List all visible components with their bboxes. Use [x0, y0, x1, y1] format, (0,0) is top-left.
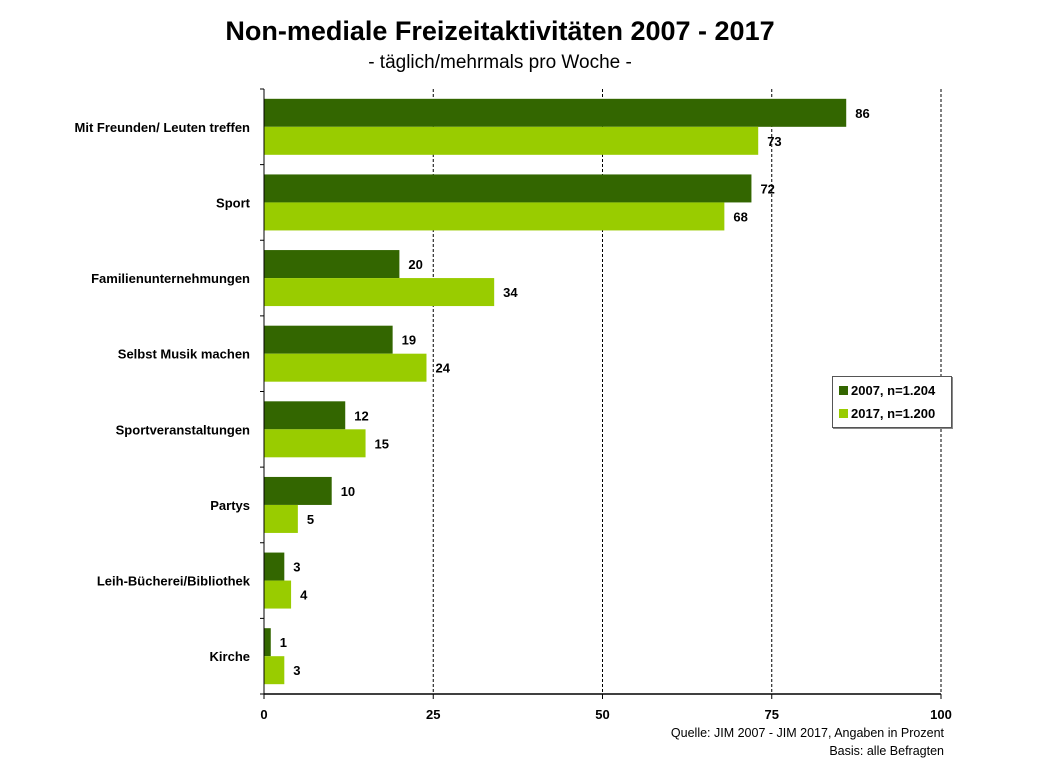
- data-label-2017-2: 34: [503, 285, 518, 300]
- x-tick-label-100: 100: [930, 707, 952, 722]
- data-label-2017-0: 73: [767, 134, 781, 149]
- bar-2017-4: [264, 429, 366, 458]
- category-label-4: Sportveranstaltungen: [116, 422, 250, 437]
- data-label-2017-3: 24: [435, 361, 450, 376]
- bar-2007-2: [264, 250, 400, 279]
- category-label-3: Selbst Musik machen: [118, 347, 250, 362]
- data-label-2007-4: 12: [354, 408, 368, 423]
- data-label-2017-6: 4: [300, 588, 308, 603]
- legend-item-2017: 2017, n=1.200: [839, 406, 935, 421]
- x-tick-label-75: 75: [765, 707, 779, 722]
- data-label-2017-4: 15: [375, 436, 389, 451]
- source-line: Quelle: JIM 2007 - JIM 2017, Angaben in …: [670, 726, 944, 740]
- bar-2017-6: [264, 580, 292, 609]
- bar-2007-3: [264, 325, 393, 354]
- basis-line: Basis: alle Befragten: [829, 744, 944, 758]
- data-label-2007-6: 3: [293, 560, 300, 575]
- category-label-2: Familienunternehmungen: [91, 271, 250, 286]
- legend-swatch-2017: [839, 409, 848, 418]
- x-tick-label-0: 0: [260, 707, 267, 722]
- source-note: Quelle: JIM 2007 - JIM 2017, Angaben in …: [671, 724, 944, 760]
- chart-title: Non-mediale Freizeitaktivitäten 2007 - 2…: [225, 16, 775, 46]
- bar-2007-4: [264, 401, 346, 430]
- data-label-2017-5: 5: [307, 512, 314, 527]
- bar-2007-7: [264, 628, 271, 657]
- data-label-2007-0: 86: [855, 106, 869, 121]
- data-label-2007-2: 20: [408, 257, 422, 272]
- bar-2007-5: [264, 476, 332, 505]
- chart-subtitle: - täglich/mehrmals pro Woche -: [368, 52, 632, 73]
- category-label-7: Kirche: [210, 649, 250, 664]
- bar-2017-7: [264, 656, 285, 685]
- data-label-2007-5: 10: [341, 484, 355, 499]
- data-label-2017-1: 68: [733, 209, 747, 224]
- category-label-1: Sport: [216, 195, 251, 210]
- x-tick-label-50: 50: [595, 707, 609, 722]
- labels: 86 73 Mit Freunden/ Leuten treffen 72 68 Spor…: [75, 106, 952, 722]
- bar-2017-2: [264, 278, 495, 307]
- bar-2007-1: [264, 174, 752, 203]
- data-label-2007-1: 72: [760, 181, 774, 196]
- category-label-5: Partys: [210, 498, 250, 513]
- bar-2017-3: [264, 353, 427, 382]
- axes: [260, 88, 942, 699]
- data-label-2017-7: 3: [293, 663, 300, 678]
- bar-2017-1: [264, 202, 725, 231]
- data-label-2007-3: 19: [402, 333, 416, 348]
- bar-2007-6: [264, 552, 285, 581]
- legend: 2007, n=1.204 2017, n=1.200: [832, 376, 952, 428]
- bar-2017-0: [264, 126, 759, 155]
- data-label-2007-7: 1: [280, 635, 287, 650]
- category-label-0: Mit Freunden/ Leuten treffen: [75, 120, 251, 135]
- bars: [264, 98, 847, 685]
- bar-2007-0: [264, 98, 847, 127]
- legend-item-2007: 2007, n=1.204: [839, 383, 935, 398]
- bar-2017-5: [264, 504, 298, 533]
- legend-label-2007: 2007, n=1.204: [851, 383, 936, 398]
- legend-swatch-2007: [839, 386, 848, 395]
- legend-label-2017: 2017, n=1.200: [851, 406, 936, 421]
- category-label-6: Leih-Bücherei/Bibliothek: [97, 574, 251, 589]
- x-tick-label-25: 25: [426, 707, 440, 722]
